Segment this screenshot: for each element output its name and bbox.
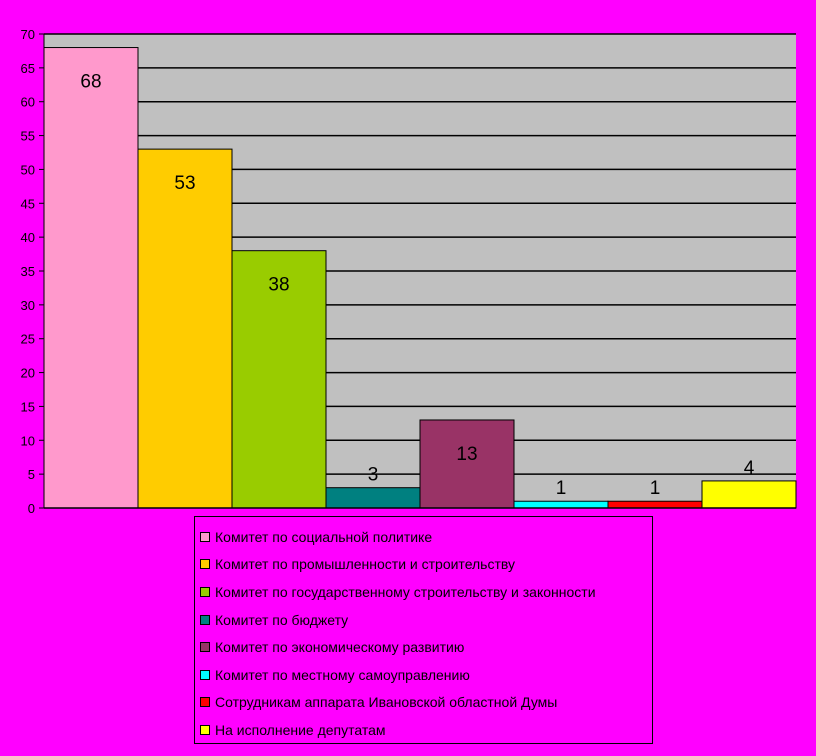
bar	[701, 480, 797, 509]
legend-label: Комитет по экономическому развитию	[215, 639, 465, 656]
y-tick-label: 15	[21, 399, 35, 414]
data-label: 4	[744, 458, 755, 479]
legend-swatch	[200, 724, 210, 735]
y-tick-label: 25	[21, 332, 35, 347]
y-tick-label: 70	[21, 27, 35, 42]
chart-legend: Комитет по социальной политике Комитет по…	[194, 516, 653, 744]
bar	[137, 148, 233, 509]
legend-item: Комитет по местному самоуправлению	[195, 661, 652, 689]
legend-label: Комитет по местному самоуправлению	[215, 666, 470, 683]
y-tick-label: 45	[21, 196, 35, 211]
y-tick-label: 55	[21, 129, 35, 144]
legend-swatch	[200, 586, 210, 597]
bar	[419, 419, 515, 509]
legend-label: Сотрудникам аппарата Ивановской областно…	[215, 694, 558, 711]
bar	[325, 487, 421, 509]
legend-item: Комитет по государственному строительств…	[195, 578, 652, 606]
data-label: 1	[556, 478, 567, 499]
data-label: 3	[368, 465, 379, 486]
legend-swatch	[200, 531, 210, 542]
legend-label: Комитет по бюджету	[215, 611, 349, 628]
data-label: 13	[456, 444, 477, 465]
data-label: 68	[80, 72, 101, 93]
legend-label: Комитет по государственному строительств…	[215, 583, 596, 600]
bar	[513, 500, 609, 509]
legend-item: Комитет по бюджету	[195, 606, 652, 634]
data-label: 1	[650, 478, 661, 499]
legend-item: Комитет по социальной политике	[195, 523, 652, 551]
legend-item: Сотрудникам аппарата Ивановской областно…	[195, 689, 652, 717]
bar	[607, 500, 703, 509]
legend-item: Комитет по промышленности и строительств…	[195, 551, 652, 579]
y-tick-label: 10	[21, 433, 35, 448]
y-tick-label: 35	[21, 264, 35, 279]
bar	[231, 250, 327, 509]
legend-swatch	[200, 642, 210, 653]
legend-label: Комитет по социальной политике	[215, 528, 433, 545]
bar	[43, 47, 139, 509]
y-tick-label: 50	[21, 162, 35, 177]
legend-swatch	[200, 697, 210, 708]
legend-swatch	[200, 614, 210, 625]
data-label: 53	[174, 173, 195, 194]
legend-item: Комитет по экономическому развитию	[195, 633, 652, 661]
y-tick-label: 30	[21, 298, 35, 313]
y-tick-label: 60	[21, 95, 35, 110]
y-tick-label: 5	[28, 467, 35, 482]
data-label: 38	[268, 275, 289, 296]
y-tick-label: 40	[21, 230, 35, 245]
y-tick-label: 65	[21, 61, 35, 76]
legend-item: На исполнение депутатам	[195, 716, 652, 744]
y-tick-label: 0	[28, 501, 35, 515]
y-tick-label: 20	[21, 366, 35, 381]
legend-label: На исполнение депутатам	[215, 721, 386, 738]
bar-chart-svg: 0 5 10 15 20 25 30 35 40 45 50 55 60 65 70 68 53 38 3 13 1 1 4	[21, 27, 797, 515]
legend-label: Комитет по промышленности и строительств…	[215, 556, 516, 573]
legend-swatch	[200, 669, 210, 680]
legend-swatch	[200, 559, 210, 570]
